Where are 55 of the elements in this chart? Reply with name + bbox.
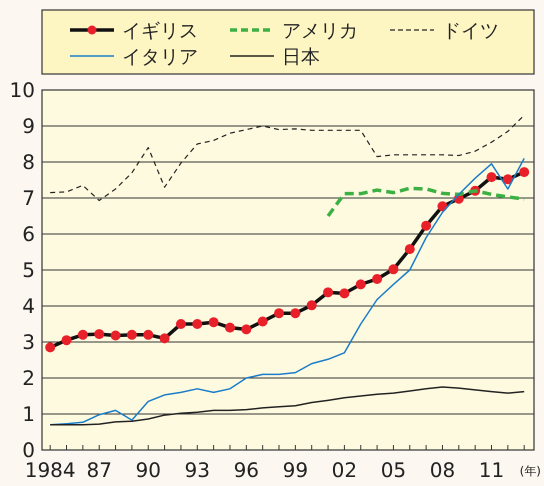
legend-label: イタリア — [122, 46, 198, 68]
point — [388, 264, 398, 274]
y-tick-label: 4 — [22, 294, 35, 318]
point — [126, 330, 137, 340]
line-series — [50, 114, 525, 202]
point — [208, 317, 219, 328]
point — [339, 288, 350, 298]
legend-label: 日本 — [282, 46, 320, 68]
y-tick-label: 10 — [10, 78, 35, 102]
point — [192, 319, 202, 329]
y-tick-label: 8 — [22, 150, 35, 174]
point — [519, 167, 530, 178]
point — [45, 342, 56, 352]
x-axis-title: (年) — [520, 464, 541, 478]
point — [241, 324, 252, 334]
point — [404, 244, 415, 254]
x-tick-label: 99 — [282, 458, 308, 482]
point — [372, 274, 382, 284]
line-series — [326, 186, 526, 218]
x-tick-label: 96 — [234, 458, 260, 482]
point — [78, 330, 88, 340]
point — [323, 287, 334, 298]
point — [160, 333, 170, 344]
y-tick-label: 3 — [22, 330, 35, 354]
point — [306, 300, 317, 310]
y-tick-label: 9 — [22, 114, 35, 138]
x-tick-label: 93 — [184, 458, 210, 482]
point — [502, 174, 513, 184]
point — [258, 316, 268, 326]
y-tick-label: 2 — [22, 366, 35, 390]
point — [110, 330, 121, 341]
x-tick-label: 90 — [136, 458, 161, 482]
x-tick-label: 87 — [86, 458, 112, 482]
y-tick-label: 6 — [22, 222, 35, 246]
point — [224, 322, 235, 333]
x-tick-label: 08 — [430, 458, 456, 482]
point — [421, 220, 432, 231]
legend-label: アメリカ — [282, 20, 358, 42]
point — [290, 308, 300, 318]
x-tick-label: 02 — [332, 458, 358, 482]
point — [143, 330, 154, 340]
point — [356, 279, 366, 290]
point — [62, 335, 72, 346]
y-tick-label: 7 — [22, 186, 35, 210]
point — [486, 172, 496, 182]
x-tick-label: 11 — [478, 458, 504, 482]
legend-label: イギリス — [122, 20, 198, 42]
point — [176, 319, 186, 329]
y-tick-label: 1 — [22, 402, 35, 426]
point — [274, 308, 284, 318]
point — [94, 329, 104, 340]
x-tick-label: 05 — [380, 458, 406, 482]
line-series — [49, 386, 525, 426]
y-tick-label: 5 — [22, 258, 35, 282]
legend-label: ドイツ — [442, 20, 499, 42]
